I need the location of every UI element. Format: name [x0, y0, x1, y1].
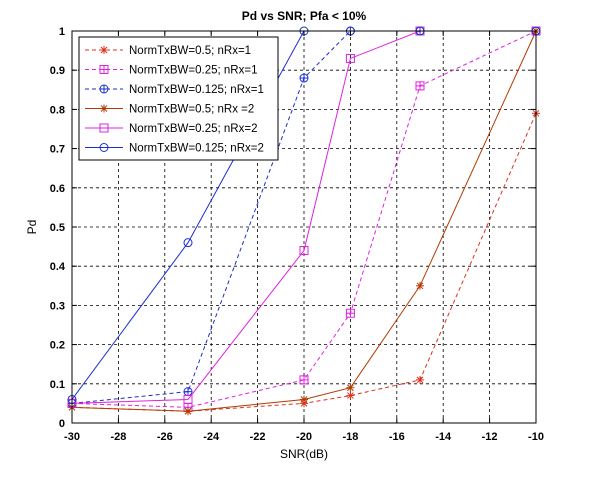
data-point [416, 281, 424, 290]
legend-entry: NormTxBW=0.125; nRx=1 [85, 84, 264, 96]
y-tick-label: 1 [59, 26, 65, 38]
square-marker [99, 123, 109, 133]
star-stroke [347, 384, 354, 392]
x-tick-label: -30 [64, 431, 80, 443]
data-point [183, 238, 193, 248]
x-tick-label: -10 [528, 431, 544, 443]
data-point [184, 407, 192, 416]
star-stroke [100, 105, 108, 112]
grid [72, 31, 536, 423]
circle-marker [99, 143, 109, 152]
data-point [416, 375, 424, 384]
legend-label: NormTxBW=0.25; nRx=1 [129, 65, 257, 77]
x-axis-ticks: -30 -28 -26 -24 -22 -20 -18 -16 -14 -12 -10 [64, 31, 544, 443]
series-4 [68, 27, 540, 416]
x-tick-label: -20 [296, 431, 312, 443]
x-tick-label: -12 [482, 431, 498, 443]
star-stroke [347, 392, 354, 399]
series-line [71, 30, 537, 408]
chart-title: Pd vs SNR; Pfa < 10% [242, 9, 367, 23]
square-marker [345, 53, 355, 63]
legend-label: NormTxBW=0.5; nRx =2 [129, 104, 254, 116]
star-stroke [300, 396, 308, 403]
x-axis-label: SNR(dB) [280, 447, 328, 461]
y-tick-label: 0.6 [50, 183, 65, 195]
y-tick-label: 0.5 [50, 222, 65, 234]
data-point [415, 81, 425, 91]
square-marker [183, 394, 193, 404]
x-tick-label: -16 [389, 431, 405, 443]
y-tick-label: 0 [59, 418, 65, 430]
circle-marker [183, 238, 193, 248]
legend: NormTxBW=0.5; nRx=1 NormTxBW=0.25; nRx=1 N… [78, 36, 279, 161]
data-point [346, 391, 355, 400]
data-point [99, 123, 109, 133]
star-stroke [184, 407, 192, 415]
series-line [71, 113, 537, 412]
y-tick-label: 0.2 [50, 340, 65, 352]
legend-label: NormTxBW=0.125; nRx=2 [129, 143, 264, 155]
legend-entry: NormTxBW=0.5; nRx=1 [85, 45, 251, 57]
data-point [299, 246, 309, 256]
star-stroke [100, 46, 108, 54]
square-marker [299, 246, 309, 256]
legend-label: NormTxBW=0.125; nRx=1 [129, 84, 264, 96]
legend-label: NormTxBW=0.25; nRx=2 [129, 123, 257, 135]
data-point [183, 387, 193, 397]
x-tick-label: -28 [110, 431, 126, 443]
series-line [71, 30, 537, 412]
star-stroke [416, 376, 424, 384]
legend-entry: NormTxBW=0.125; nRx=2 [85, 143, 264, 155]
y-tick-label: 0.9 [50, 65, 65, 77]
data-point [345, 308, 355, 318]
data-point [299, 375, 309, 385]
star-stroke [416, 282, 424, 290]
data-point [100, 104, 108, 113]
data-point [345, 53, 355, 63]
x-tick-label: -24 [203, 431, 220, 443]
y-axis-label: Pd [25, 220, 39, 235]
y-tick-label: 0.3 [50, 300, 65, 312]
y-tick-label: 0.1 [50, 379, 65, 391]
x-tick-label: -18 [342, 431, 358, 443]
data-point [346, 383, 355, 392]
data-point [99, 65, 109, 74]
x-tick-label: -22 [250, 431, 266, 443]
y-tick-label: 0.8 [50, 104, 65, 116]
legend-label: NormTxBW=0.5; nRx=1 [129, 45, 251, 57]
x-tick-label: -14 [435, 431, 452, 443]
y-tick-label: 0.7 [50, 144, 65, 156]
data-point [99, 84, 109, 94]
y-tick-label: 0.4 [50, 261, 66, 273]
data-point [300, 395, 308, 404]
data-point [99, 143, 109, 152]
data-point [100, 46, 108, 54]
legend-entry: NormTxBW=0.25; nRx=1 [85, 65, 257, 77]
legend-entry: NormTxBW=0.5; nRx =2 [85, 104, 254, 116]
x-tick-label: -26 [157, 431, 173, 443]
data-point [299, 73, 309, 83]
legend-entry: NormTxBW=0.25; nRx=2 [85, 123, 257, 135]
legend-box [78, 36, 279, 161]
y-axis-ticks: 0 0.1 0.2 0.3 0.4 0.5 0.6 0.7 0.8 0.9 1 [50, 26, 536, 430]
data-point [183, 394, 193, 404]
